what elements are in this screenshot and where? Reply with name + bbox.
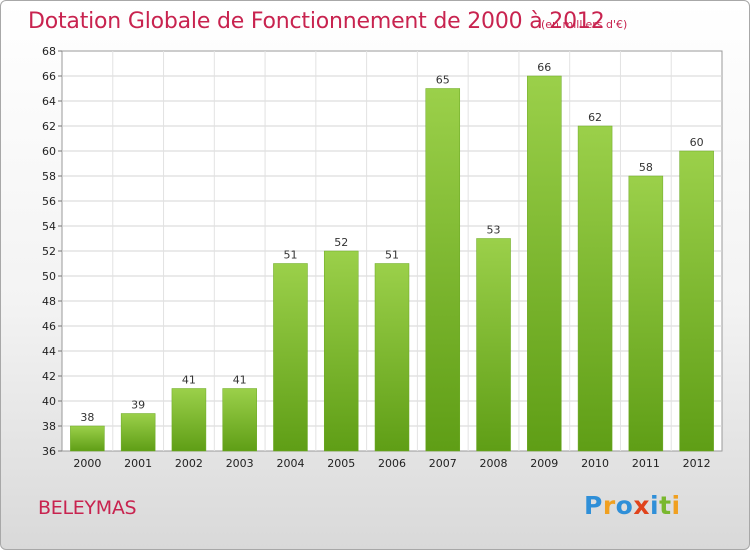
bar-2008: [476, 238, 511, 452]
x-tick-label: 2008: [480, 457, 508, 470]
y-tick-label: 36: [42, 445, 56, 458]
x-tick-label: 2000: [73, 457, 101, 470]
y-tick-label: 40: [42, 395, 56, 408]
y-tick-label: 54: [42, 220, 56, 233]
y-tick-label: 58: [42, 170, 56, 183]
data-label: 62: [588, 111, 602, 124]
y-tick-label: 60: [42, 145, 56, 158]
data-label: 38: [80, 411, 94, 424]
data-label: 51: [385, 249, 399, 262]
bar-2006: [374, 263, 410, 452]
x-tick-label: 2005: [327, 457, 355, 470]
logo-letter: t: [659, 491, 672, 520]
y-tick-label: 44: [42, 345, 56, 358]
x-tick-label: 2011: [632, 457, 660, 470]
y-tick-label: 48: [42, 295, 56, 308]
x-tick-label: 2009: [530, 457, 558, 470]
data-label: 53: [487, 224, 501, 237]
x-tick-label: 2003: [226, 457, 254, 470]
y-tick-label: 66: [42, 70, 56, 83]
logo-letter: o: [615, 491, 634, 520]
x-tick-label: 2006: [378, 457, 406, 470]
bar-2000: [70, 425, 105, 452]
bar-2009: [527, 75, 562, 452]
bar-2011: [628, 175, 664, 452]
commune-name: BELEYMAS: [38, 497, 137, 519]
chart-title: Dotation Globale de Fonctionnement de 20…: [28, 9, 605, 34]
bar-2010: [577, 125, 613, 452]
proxiti-logo: Proxiti: [584, 491, 681, 520]
bar-2001: [120, 413, 156, 452]
y-tick-label: 38: [42, 420, 56, 433]
data-label: 41: [182, 374, 196, 387]
y-tick-label: 42: [42, 370, 56, 383]
x-tick-label: 2004: [276, 457, 304, 470]
data-label: 41: [233, 374, 247, 387]
chart-subtitle: (en milliers d'€): [541, 18, 628, 31]
y-tick-label: 68: [42, 45, 56, 58]
bar-2002: [171, 388, 207, 452]
data-label: 52: [334, 236, 348, 249]
logo-letter: r: [602, 491, 616, 520]
x-tick-label: 2002: [175, 457, 203, 470]
y-tick-label: 62: [42, 120, 56, 133]
data-label: 39: [131, 399, 145, 412]
x-tick-label: 2012: [683, 457, 711, 470]
data-label: 51: [283, 249, 297, 262]
logo-letter: i: [650, 491, 660, 520]
data-label: 60: [690, 136, 704, 149]
y-tick-label: 52: [42, 245, 56, 258]
logo-letter: x: [633, 491, 650, 520]
bar-2003: [222, 388, 257, 452]
data-label: 65: [436, 74, 450, 87]
x-tick-label: 2001: [124, 457, 152, 470]
bar-2005: [323, 250, 359, 452]
data-label: 58: [639, 161, 653, 174]
bar-2007: [425, 88, 461, 452]
bar-2004: [273, 263, 308, 452]
bar-2012: [679, 150, 714, 452]
logo-letter: i: [671, 491, 681, 520]
x-tick-label: 2010: [581, 457, 609, 470]
y-tick-label: 64: [42, 95, 56, 108]
data-label: 66: [537, 61, 551, 74]
y-tick-label: 50: [42, 270, 56, 283]
logo-letter: P: [584, 491, 603, 520]
y-tick-label: 46: [42, 320, 56, 333]
x-tick-label: 2007: [429, 457, 457, 470]
y-tick-label: 56: [42, 195, 56, 208]
